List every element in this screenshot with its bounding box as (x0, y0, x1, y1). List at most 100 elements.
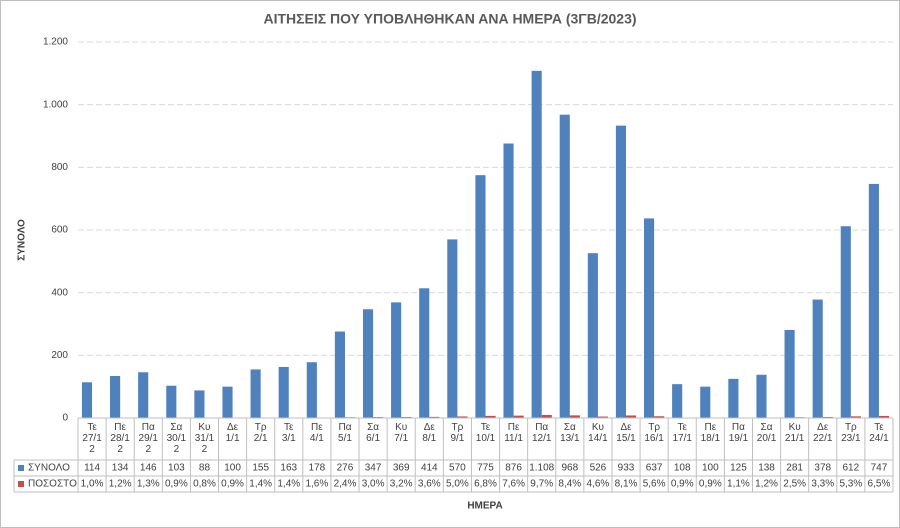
bar (81, 382, 93, 418)
bar (419, 288, 430, 418)
bar (166, 385, 177, 418)
x-tick-label: Δε 15/1 (616, 422, 636, 444)
table-cell: 8,1% (615, 479, 638, 490)
x-tick-label: Τρ 23/1 (841, 422, 861, 444)
table-cell: 108 (674, 463, 691, 474)
x-tick-label-line: 22/1 (813, 433, 833, 444)
x-tick-label-line: 8/1 (422, 433, 436, 444)
bar (615, 125, 627, 418)
x-tick-label: Πε 4/1 (310, 422, 324, 444)
x-tick-label-line: 24/1 (869, 433, 889, 444)
x-tick-label-line: Δε (620, 422, 632, 433)
bar (503, 143, 514, 418)
x-tick-label-line: Δε (817, 422, 829, 433)
x-tick-label: Σα 20/1 (757, 422, 777, 444)
table-cell: 0,8% (193, 479, 216, 490)
table-cell: 276 (337, 463, 354, 474)
x-tick-label-line: Κυ (592, 422, 604, 433)
x-tick-label-line: 4/1 (310, 433, 324, 444)
bar (784, 329, 795, 418)
x-tick-label-line: Πα (338, 422, 351, 433)
bar (391, 302, 402, 418)
table-cell: 5,6% (643, 479, 666, 490)
table-cell: 0,9% (165, 479, 188, 490)
x-tick-label: Τρ 16/1 (644, 422, 664, 444)
x-tick-label-line: Τε (677, 422, 687, 433)
x-tick-label-line: 31/1 (195, 433, 215, 444)
x-tick-label-line: 16/1 (644, 433, 664, 444)
x-tick-label-line: 12/1 (532, 433, 552, 444)
x-tick-label-line: 2/1 (254, 433, 268, 444)
bar (362, 309, 374, 418)
y-tick-label: 200 (51, 350, 68, 361)
table-cell: 163 (280, 463, 297, 474)
table-cell: 933 (618, 463, 635, 474)
bar (250, 369, 261, 418)
x-tick-label-line: 1/1 (226, 433, 240, 444)
x-tick-label-line: Τε (87, 422, 97, 433)
y-tick-label: 400 (51, 287, 68, 298)
x-tick-label-line: 28/1 (110, 433, 130, 444)
y-tick-label: 0 (62, 413, 68, 424)
table-cell: 968 (561, 463, 578, 474)
bar (278, 366, 289, 418)
x-tick-label: Πα 29/1 2 (139, 422, 159, 455)
x-tick-label: Κυ 14/1 (588, 422, 608, 444)
x-tick-label: Κυ 21/1 (785, 422, 805, 444)
x-tick-label-line: Τε (874, 422, 884, 433)
bar (878, 415, 890, 418)
table-cell: 6,5% (868, 479, 891, 490)
x-tick-label-line: Τε (284, 422, 294, 433)
bar (447, 239, 458, 418)
x-tick-label-line: 27/1 (82, 433, 102, 444)
x-tick-label-line: 2 (117, 444, 123, 455)
x-tick-label: Πα 12/1 (532, 422, 552, 444)
table-cell: 369 (393, 463, 410, 474)
bar (110, 376, 121, 418)
x-tick-label-line: 13/1 (560, 433, 580, 444)
bar (222, 386, 233, 418)
x-tick-label: Τε 27/1 2 (82, 422, 102, 455)
bar (850, 416, 861, 418)
table-cell: 1,0% (81, 479, 104, 490)
table-cell: 9,7% (530, 479, 553, 490)
table-cell: 1,3% (137, 479, 160, 490)
bar (334, 331, 345, 418)
x-tick-label-line: 14/1 (588, 433, 608, 444)
table-cell: 5,0% (446, 479, 469, 490)
table-cell: 0,9% (671, 479, 694, 490)
table-cell: 2,5% (783, 479, 806, 490)
x-tick-label: Τρ 9/1 (450, 422, 464, 444)
x-tick-label: Πα 5/1 (338, 422, 352, 444)
table-cell: 5,3% (839, 479, 862, 490)
bar (531, 70, 542, 419)
table-cell: 1,4% (277, 479, 300, 490)
table-cell: 347 (365, 463, 382, 474)
x-tick-label-line: 17/1 (672, 433, 692, 444)
x-tick-label-line: 21/1 (785, 433, 805, 444)
x-tick-label-line: 3/1 (282, 433, 296, 444)
bar (756, 374, 767, 418)
legend-label: ΠΟΣΟΣΤΟ (28, 479, 77, 490)
chart-title: ΑΙΤΗΣΕΙΣ ΠΟΥ ΥΠΟΒΛΗΘΗΚΑΝ ΑΝΑ ΗΜΕΡΑ (3ΓΒ/… (263, 11, 636, 27)
bar (822, 416, 833, 418)
x-tick-label-line: Πα (732, 422, 745, 433)
x-tick-label-line: 2 (89, 444, 95, 455)
bar (597, 416, 609, 418)
table-cell: 775 (477, 463, 494, 474)
x-tick-label: Τε 24/1 (869, 422, 889, 444)
x-tick-label: Πε 18/1 (701, 422, 721, 444)
bar (654, 416, 665, 418)
bar (457, 416, 468, 418)
x-tick-label-line: 29/1 (139, 433, 159, 444)
x-tick-label-line: 30/1 (167, 433, 187, 444)
table-cell: 1,4% (249, 479, 272, 490)
x-tick-label-line: 18/1 (701, 433, 721, 444)
table-cell: 3,2% (390, 479, 413, 490)
x-tick-label-line: 5/1 (338, 433, 352, 444)
bar (700, 386, 711, 418)
table-cell: 100 (702, 463, 719, 474)
bar (401, 416, 412, 418)
table-cell: 100 (224, 463, 241, 474)
